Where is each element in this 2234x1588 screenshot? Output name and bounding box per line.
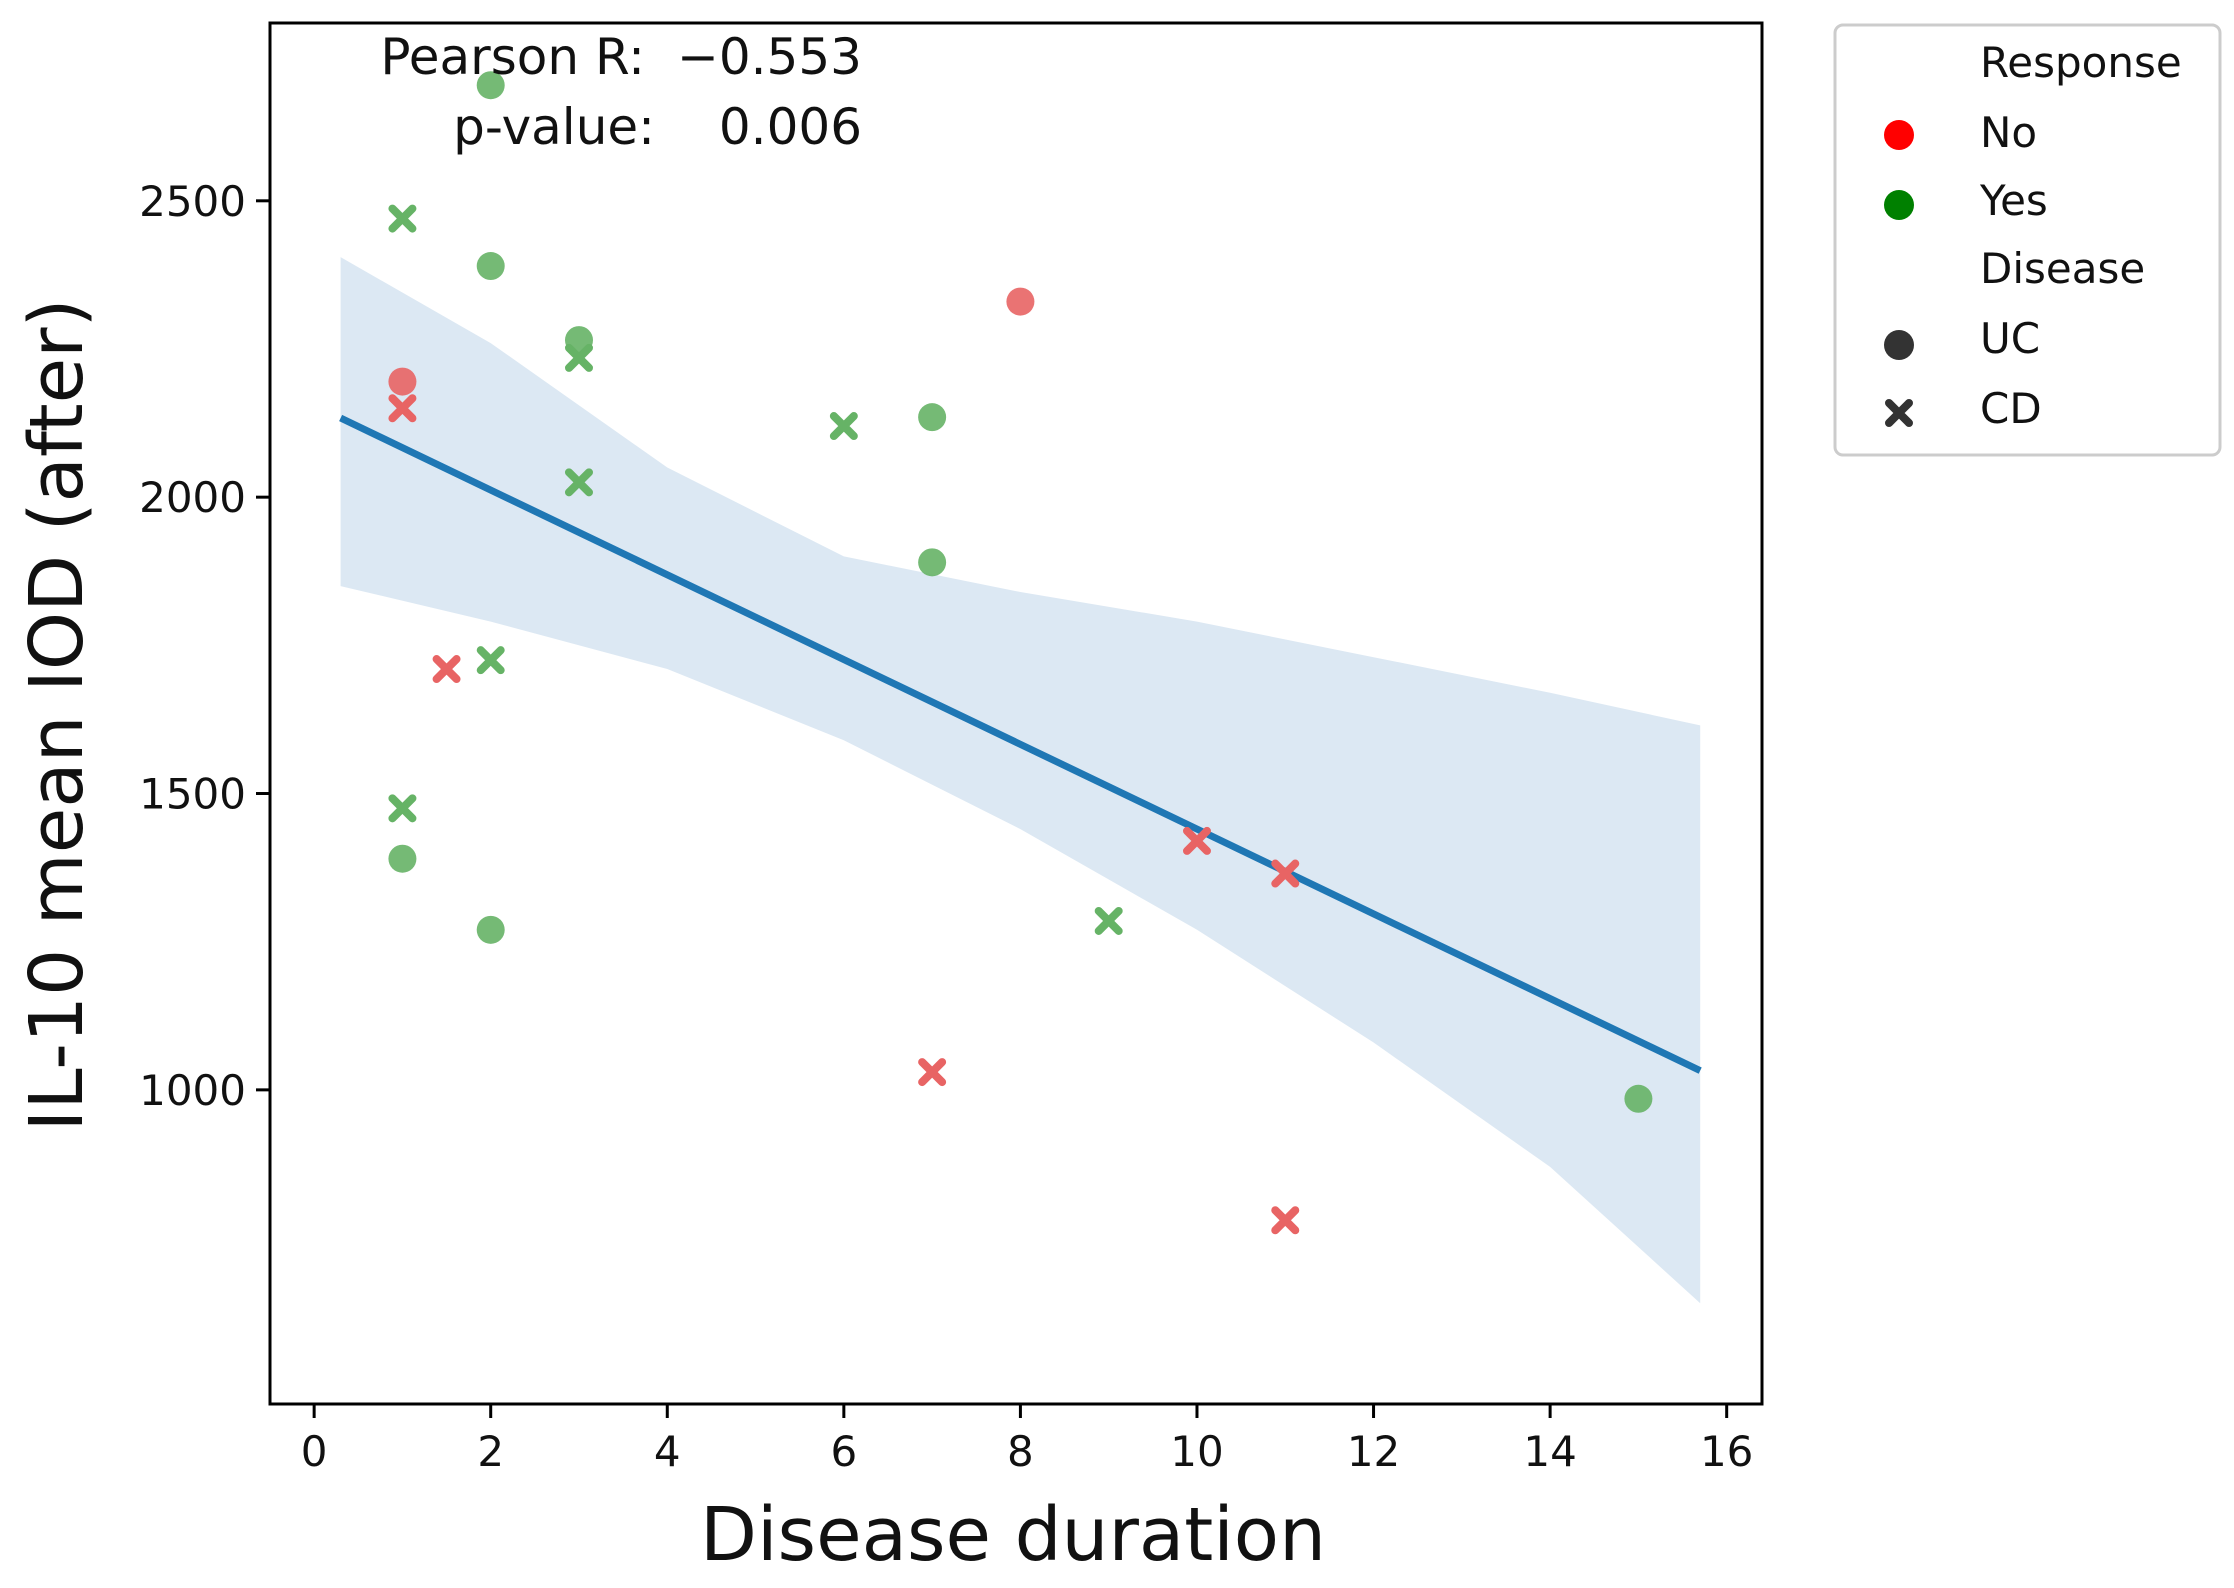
point-yes-uc [388,844,417,873]
x-tick-label: 10 [1170,1427,1223,1476]
point-yes-cd [388,794,417,823]
x-tick-label: 4 [654,1427,681,1476]
p-value-value: 0.006 [719,98,862,156]
x-tick-label: 14 [1523,1427,1576,1476]
legend-marker-uc [1884,330,1914,360]
legend-marker-yes [1884,190,1914,220]
y-tick-label: 1000 [139,1066,246,1115]
plot-area [268,21,1764,1406]
x-tick-label: 16 [1700,1427,1753,1476]
x-tick-label: 8 [1007,1427,1034,1476]
y-axis-label: IL-10 mean IOD (after) [14,299,100,1132]
point-yes-cd [564,468,593,497]
x-tick-label: 0 [301,1427,328,1476]
point-no-cd [388,394,417,423]
point-no-uc [388,367,417,396]
x-tick-label: 2 [477,1427,504,1476]
point-yes-cd [829,412,858,441]
point-no-cd [918,1058,947,1087]
legend-marker-no [1884,120,1914,150]
point-yes-uc [476,71,505,100]
point-no-cd [1271,859,1300,888]
point-yes-uc [918,403,947,432]
legend-label-uc: UC [1980,314,2040,363]
x-axis-ticks: 0 2 4 6 8 10 12 14 16 [301,1404,1753,1476]
point-yes-cd [388,204,417,233]
pearson-label: Pearson R: [380,28,645,86]
legend-title-response: Response [1980,38,2182,87]
legend-box [1833,23,2222,457]
point-no-cd [1182,826,1211,855]
x-axis-label: Disease duration [700,1492,1326,1578]
p-value-label: p-value: [453,98,655,156]
data-points [388,71,1653,1235]
x-tick-label: 12 [1347,1427,1400,1476]
stats-annotation: Pearson R: −0.553 p-value: 0.006 [380,28,862,156]
point-no-cd [432,655,461,684]
plot-frame [268,21,1764,1406]
point-no-cd [1271,1206,1300,1235]
y-tick-label: 2000 [139,473,246,522]
legend: Response No Yes Disease UC CD [1833,23,2222,457]
confidence-band [340,257,1701,1304]
y-tick-label: 1500 [139,770,246,819]
y-axis-ticks: 1000 1500 2000 2500 [139,177,270,1115]
pearson-value: −0.553 [677,28,862,86]
point-yes-cd [564,343,593,372]
point-yes-uc [476,252,505,281]
legend-label-no: No [1980,108,2037,157]
point-yes-uc [918,548,947,577]
legend-label-cd: CD [1980,384,2042,433]
legend-title-disease: Disease [1980,244,2145,293]
y-tick-label: 2500 [139,177,246,226]
legend-label-yes: Yes [1979,176,2048,225]
regression-line [339,414,1702,1074]
point-no-uc [1006,287,1035,316]
x-tick-label: 6 [830,1427,857,1476]
legend-marker-cd [1885,399,1913,427]
point-yes-cd [1094,906,1123,935]
point-yes-uc [476,915,505,944]
point-yes-uc [1624,1084,1653,1113]
point-yes-cd [476,646,505,675]
